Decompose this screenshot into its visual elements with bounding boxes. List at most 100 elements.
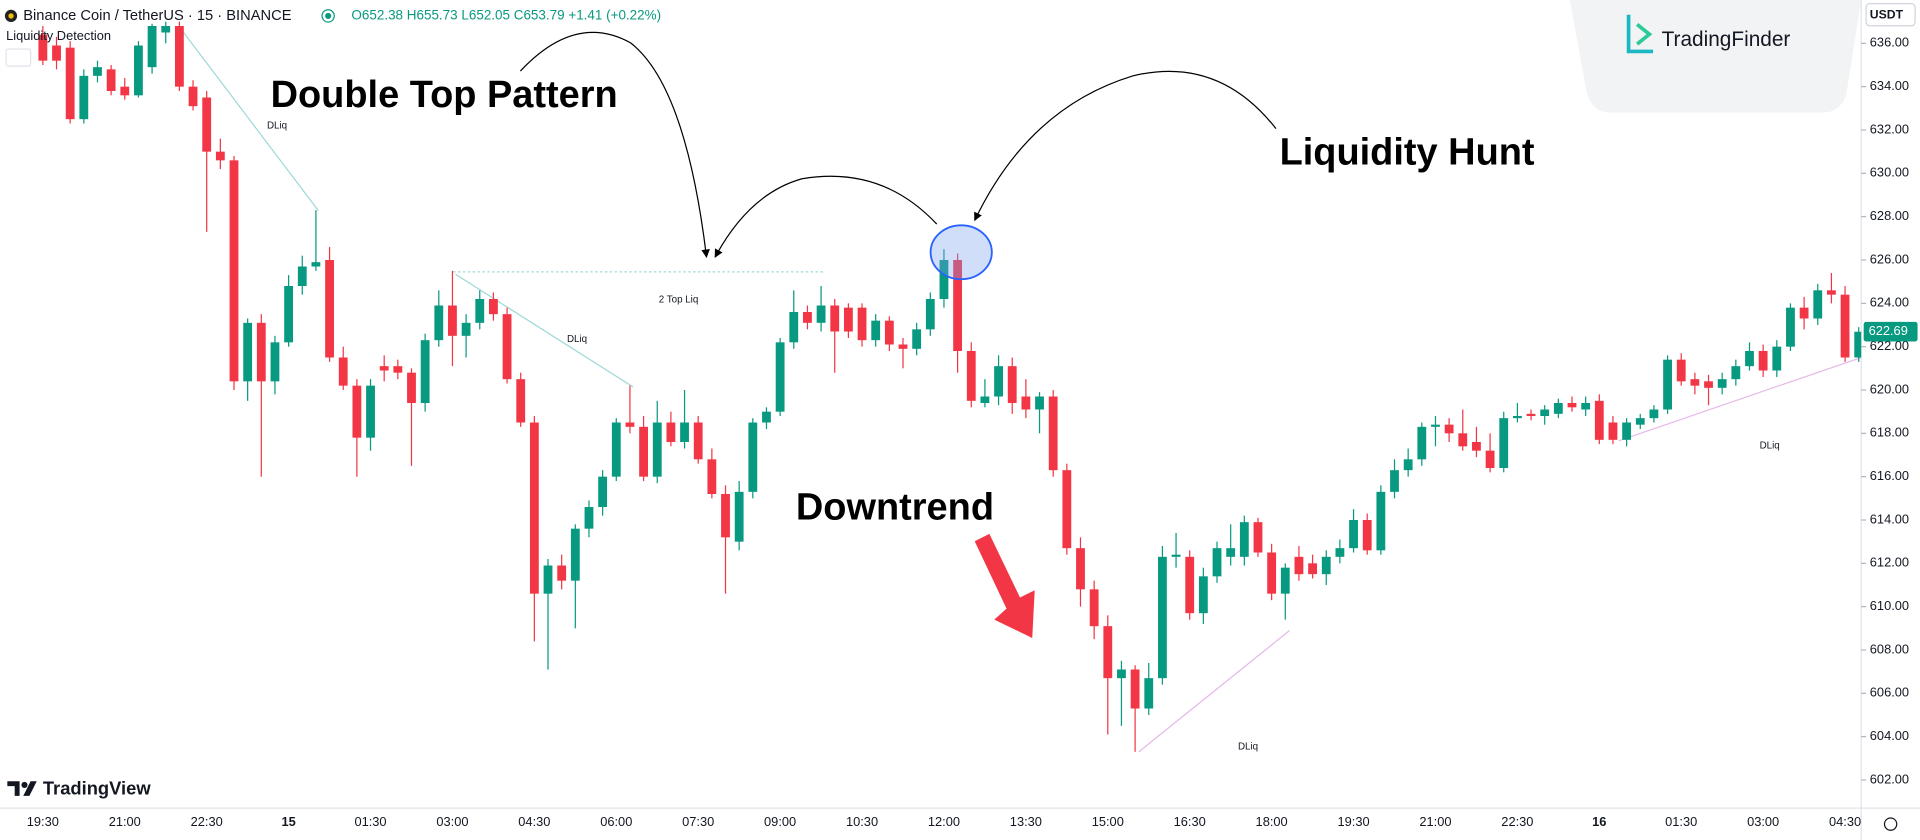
candle-body [1594, 400, 1604, 440]
candle-body [625, 422, 635, 427]
candle-body [707, 459, 717, 494]
indicator-toggle[interactable] [5, 48, 32, 67]
candle-body [543, 565, 553, 594]
x-tick-label: 01:30 [1665, 814, 1697, 829]
candle-body [1526, 413, 1536, 416]
candle-body [1308, 563, 1317, 575]
candle-body [762, 411, 771, 423]
candle-body [816, 305, 826, 323]
y-tick-label: 612.00 [1870, 555, 1909, 570]
y-tick-label: 606.00 [1870, 685, 1909, 700]
tradingview-logo [7, 781, 37, 796]
indicator-name[interactable]: Liquidity Detection [6, 28, 111, 43]
candle-body [1731, 366, 1741, 380]
candle-body [1553, 402, 1563, 414]
candle-body [297, 266, 307, 286]
candle-body [38, 34, 48, 61]
candle-body [1799, 307, 1809, 319]
candle-body [52, 45, 61, 61]
candle-body [1130, 669, 1140, 709]
x-tick-label: 15:00 [1092, 814, 1124, 829]
watermark-text: TradingFinder [1662, 28, 1791, 51]
candle-body [1690, 379, 1700, 386]
candle-body [1198, 576, 1208, 614]
candle-body [475, 298, 485, 323]
candle-body [584, 506, 594, 529]
tradingview-text: TradingView [43, 778, 152, 799]
x-tick-label: 21:00 [1419, 814, 1451, 829]
candle-body [1349, 519, 1358, 549]
candle-body [1403, 459, 1413, 471]
y-tick-label: 632.00 [1870, 121, 1909, 136]
candle-body [871, 320, 881, 341]
candle-body [1294, 556, 1304, 575]
y-tick-label: 618.00 [1870, 425, 1909, 440]
liquidity-line [1618, 356, 1862, 442]
candle-body [1840, 294, 1850, 358]
annotation: Double Top Pattern [271, 74, 618, 116]
candle-body [1458, 433, 1468, 447]
y-tick-label: 602.00 [1870, 771, 1909, 786]
candle-body [284, 285, 294, 343]
candle-body [1253, 522, 1263, 553]
candle-body [93, 67, 102, 76]
candle-body [1158, 556, 1167, 679]
candle-body [1567, 402, 1577, 408]
candle-body [188, 86, 198, 107]
candle-body [120, 86, 130, 96]
x-tick-label: 07:30 [682, 814, 714, 829]
annotation-arrow [714, 175, 938, 258]
candle-body [994, 366, 1003, 397]
candle-body [134, 45, 143, 96]
candle-body [912, 329, 922, 349]
ohlc-values: O652.38 H655.73 L652.05 C653.79 +1.41 (+… [351, 7, 661, 22]
currency-label: USDT [1870, 8, 1904, 22]
currency-button[interactable] [1865, 3, 1916, 27]
plot-area [38, 21, 1862, 753]
y-tick-label: 610.00 [1870, 598, 1909, 613]
candle-body [1035, 396, 1044, 410]
x-tick-label: 01:30 [354, 814, 386, 829]
candle-body [1376, 491, 1386, 551]
x-tick-label: 22:30 [191, 814, 223, 829]
candle-body [925, 298, 935, 330]
candle-body [65, 47, 75, 120]
x-tick-label: 13:30 [1010, 814, 1042, 829]
status-dot[interactable] [321, 9, 335, 23]
annotation: Downtrend [796, 486, 994, 528]
candle-body [1813, 290, 1823, 319]
candle-body [393, 366, 403, 373]
candle-body [1021, 396, 1031, 410]
candle-body [1335, 548, 1345, 557]
candle-body [1321, 556, 1331, 575]
candle-body [420, 340, 430, 403]
candle-body [1581, 402, 1591, 410]
candle-body [529, 422, 539, 594]
x-tick-label: 16:30 [1174, 814, 1206, 829]
candle-body [516, 379, 526, 423]
candle-body [1267, 552, 1277, 594]
candle-body [1512, 415, 1522, 419]
liquidity-hunt-circle [929, 224, 993, 281]
candle-body [1472, 441, 1481, 451]
candle-body [721, 493, 730, 538]
candle-body [407, 372, 416, 403]
x-tick-label: 15 [281, 814, 295, 829]
annotation-arrow [974, 70, 1277, 222]
candle-body [106, 69, 116, 91]
candle-body [1226, 548, 1236, 557]
candle-body [243, 322, 253, 382]
x-tick-label: 19:30 [1337, 814, 1369, 829]
candle-body [147, 25, 157, 68]
annotation: Liquidity Hunt [1280, 131, 1535, 173]
x-tick-label: 16 [1592, 814, 1606, 829]
candle-body [1171, 554, 1181, 557]
last-price-box [1863, 321, 1918, 342]
y-tick-label: 616.00 [1870, 468, 1909, 483]
candle-body [270, 342, 280, 382]
candle-body [803, 311, 812, 323]
settings-icon[interactable] [1883, 817, 1898, 831]
candle-body [311, 262, 321, 267]
